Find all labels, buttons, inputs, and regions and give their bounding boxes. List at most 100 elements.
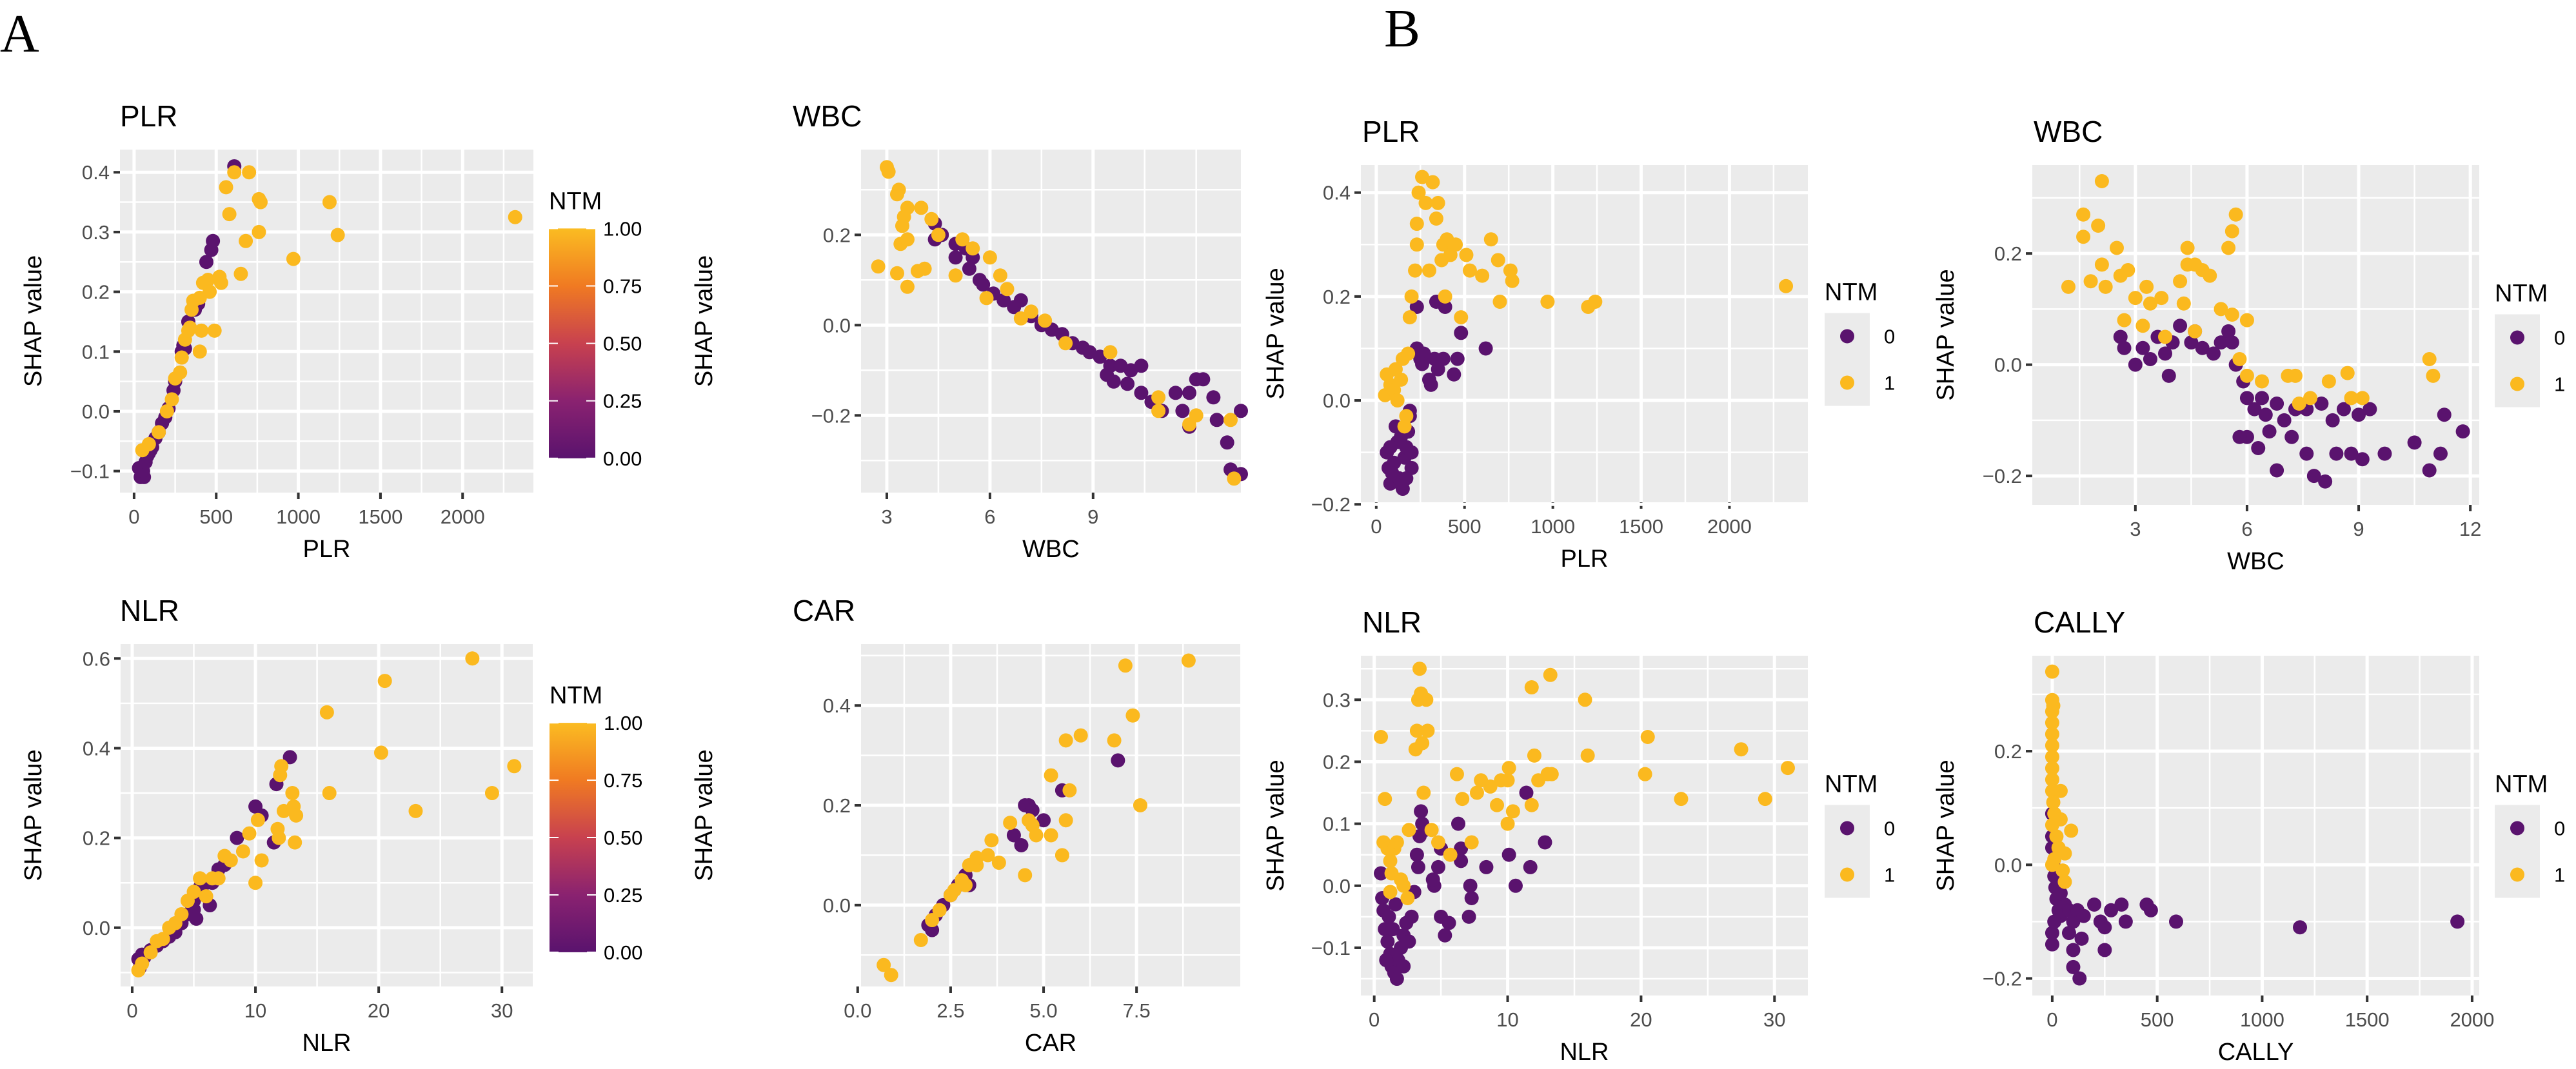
point-ntm-1: [213, 275, 228, 290]
point-ntm-1: [931, 228, 946, 242]
point-ntm-1: [219, 180, 233, 195]
panel-title: NLR: [120, 594, 179, 627]
point-ntm-1: [242, 826, 257, 841]
point-ntm-0: [2066, 943, 2081, 957]
plot-background: [121, 644, 533, 986]
point-ntm-0: [1508, 878, 1523, 893]
y-axis-label: SHAP value: [1932, 269, 1959, 400]
point-ntm-0: [1402, 934, 1416, 949]
point-ntm-1: [1404, 289, 1419, 304]
x-tick-label: 500: [199, 505, 233, 528]
point-ntm-1: [1029, 828, 1044, 843]
point-ntm-0: [1479, 859, 1494, 874]
point-ntm-1: [1449, 767, 1464, 781]
point-ntm-1: [1734, 742, 1749, 757]
y-tick-label: −0.2: [1311, 493, 1351, 516]
point-ntm-0: [2437, 407, 2452, 422]
point-ntm-1: [239, 233, 253, 248]
point-ntm-1: [2076, 230, 2091, 244]
legend-title: NTM: [550, 682, 602, 709]
y-tick-label: 0.0: [1994, 854, 2022, 876]
y-tick-label: −0.2: [1983, 465, 2022, 487]
x-tick-label: 30: [1763, 1008, 1785, 1031]
point-ntm-0: [962, 261, 976, 276]
point-ntm-1: [173, 365, 188, 380]
point-ntm-1: [1492, 294, 1507, 309]
point-ntm-0: [1385, 466, 1400, 480]
point-ntm-0: [948, 250, 963, 265]
point-ntm-1: [2176, 296, 2191, 311]
plot-background: [2032, 656, 2479, 995]
point-ntm-0: [1450, 351, 1465, 366]
point-ntm-0: [1006, 828, 1021, 843]
point-ntm-1: [2157, 329, 2172, 344]
point-ntm-0: [1399, 471, 1414, 485]
point-ntm-0: [189, 911, 204, 926]
point-ntm-1: [1475, 268, 1490, 283]
x-tick-label: 2000: [441, 505, 485, 528]
point-ntm-1: [2056, 863, 2070, 878]
y-tick-label: 0.4: [823, 694, 851, 717]
point-ntm-0: [1206, 390, 1221, 405]
point-ntm-1: [2094, 174, 2109, 189]
y-tick-label: 0.4: [82, 161, 110, 184]
x-axis-label: PLR: [1561, 545, 1609, 573]
x-tick-label: 0.0: [844, 999, 871, 1022]
point-ntm-1: [1758, 792, 1772, 807]
point-ntm-1: [1578, 692, 1592, 707]
point-ntm-1: [242, 165, 257, 180]
point-ntm-1: [2128, 291, 2143, 306]
point-ntm-1: [1118, 658, 1133, 673]
point-ntm-1: [1409, 237, 1424, 252]
point-ntm-0: [2184, 335, 2199, 350]
point-ntm-0: [2113, 329, 2128, 344]
point-ntm-1: [1464, 835, 1479, 850]
point-ntm-1: [1415, 736, 1430, 750]
point-ntm-1: [1062, 783, 1077, 798]
x-tick-label: 7.5: [1123, 999, 1151, 1022]
point-ntm-1: [1640, 729, 1655, 744]
point-ntm-1: [1409, 217, 1424, 231]
point-ntm-0: [199, 255, 213, 270]
point-ntm-1: [2139, 279, 2154, 294]
point-ntm-1: [1224, 413, 1238, 427]
point-ntm-0: [2422, 463, 2437, 478]
point-ntm-1: [233, 266, 248, 281]
point-ntm-1: [1420, 723, 1435, 738]
point-ntm-0: [2045, 937, 2059, 952]
point-ntm-0: [2206, 346, 2221, 361]
point-ntm-1: [2094, 257, 2109, 272]
point-ntm-1: [174, 907, 189, 921]
point-ntm-1: [881, 164, 896, 179]
point-ntm-1: [1455, 792, 1470, 807]
point-ntm-1: [1500, 773, 1515, 788]
panel-b-plr: PLR 0 500 1000 1500 2000 −0.2 0.0 0.2 0.4 PLR SHAP …: [1262, 115, 1895, 573]
point-ntm-1: [1058, 336, 1073, 351]
legend-label: 1: [2554, 864, 2565, 887]
point-ntm-0: [2104, 903, 2119, 917]
point-ntm-0: [996, 293, 1011, 308]
point-ntm-1: [1044, 768, 1058, 783]
point-ntm-1: [2239, 368, 2254, 383]
point-ntm-1: [201, 273, 215, 288]
point-ntm-1: [1500, 816, 1515, 831]
point-ntm-1: [465, 651, 480, 666]
point-ntm-1: [408, 803, 423, 818]
point-ntm-1: [1003, 816, 1018, 830]
point-ntm-1: [141, 436, 156, 451]
point-ntm-1: [285, 786, 300, 801]
point-ntm-1: [982, 250, 997, 265]
legend-key-point-1: [2510, 867, 2524, 882]
point-ntm-0: [1383, 440, 1398, 455]
point-ntm-0: [2262, 424, 2277, 439]
colorbar-label: 0.25: [603, 390, 642, 413]
point-ntm-0: [2117, 340, 2132, 355]
point-ntm-1: [192, 344, 207, 359]
x-tick-label: 0: [126, 999, 137, 1022]
point-ntm-1: [1038, 313, 1053, 328]
point-ntm-0: [206, 233, 221, 248]
point-ntm-0: [2284, 429, 2299, 444]
x-axis-label: NLR: [302, 1030, 351, 1057]
point-ntm-1: [1409, 723, 1424, 738]
point-ntm-1: [2224, 224, 2239, 239]
